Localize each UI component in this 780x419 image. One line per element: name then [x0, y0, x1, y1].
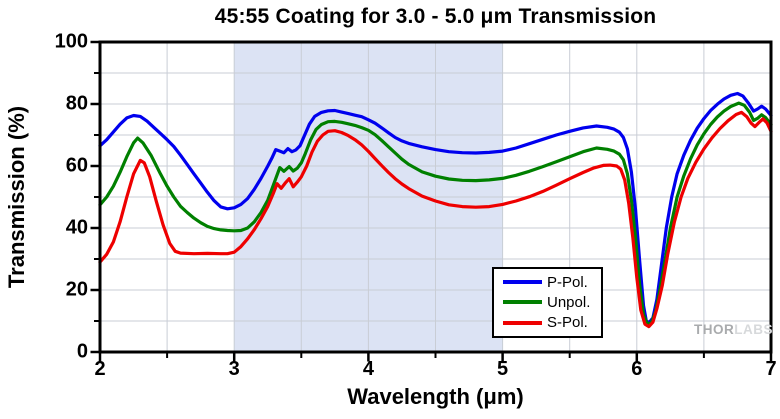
- x-tick-label-4: 4: [362, 358, 374, 380]
- y-axis-label: Transmission (%): [4, 105, 29, 289]
- x-tick-label-5: 5: [497, 358, 509, 380]
- watermark-thor: THOR: [694, 322, 735, 337]
- y-tick-label-80: 80: [65, 92, 88, 115]
- legend-item-p-pol: P-Pol.: [503, 275, 601, 290]
- y-tick-label-40: 40: [65, 216, 88, 239]
- x-tick-label-3: 3: [228, 358, 240, 380]
- legend-label: S-Pol.: [547, 314, 588, 332]
- legend-swatch: [503, 280, 542, 285]
- chart-title: 45:55 Coating for 3.0 - 5.0 μm Transmiss…: [214, 5, 657, 28]
- legend-label: P-Pol.: [547, 273, 588, 291]
- x-tick-label-2: 2: [94, 358, 106, 380]
- x-tick-label-7: 7: [765, 358, 777, 380]
- series-unpol-curve: [98, 101, 773, 326]
- thorlabs-watermark: THORLABS: [694, 322, 773, 337]
- axis-frame: [98, 40, 773, 354]
- series-p-pol-curve: [98, 91, 773, 325]
- legend-swatch: [503, 320, 542, 325]
- y-tick-label-60: 60: [65, 154, 88, 177]
- y-tick-label-0: 0: [76, 340, 88, 363]
- x-axis-label: Wavelength (μm): [347, 384, 524, 409]
- legend-label: Unpol.: [547, 293, 591, 311]
- y-tick-label-20: 20: [65, 278, 88, 301]
- watermark-labs: LABS: [734, 322, 773, 337]
- y-tick-label-100: 100: [54, 30, 88, 53]
- series-s-pol-curve: [98, 110, 773, 329]
- legend-item-unpol: Unpol.: [503, 295, 601, 310]
- x-tick-label-6: 6: [631, 358, 643, 380]
- legend-item-s-pol: S-Pol.: [503, 315, 601, 330]
- legend: P-Pol. Unpol. S-Pol.: [492, 267, 603, 338]
- legend-swatch: [503, 300, 542, 305]
